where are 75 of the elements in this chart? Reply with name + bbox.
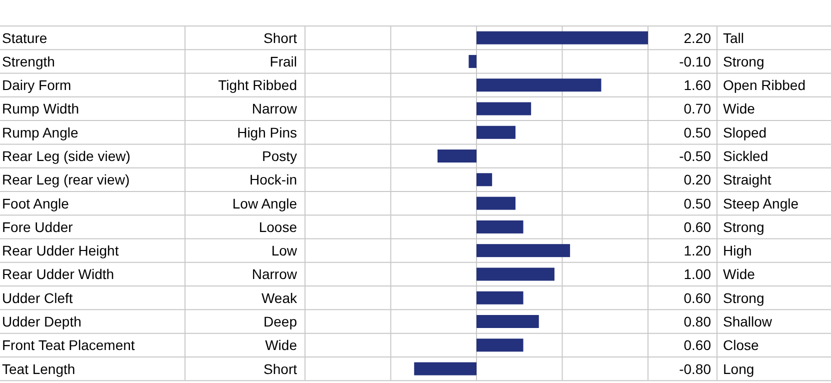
text: Loose <box>258 218 298 235</box>
bar <box>476 126 516 139</box>
y-tick-label: Foot Angle <box>2 195 70 212</box>
data-label: 1.20 <box>684 242 712 259</box>
data-label: 0.60 <box>684 290 712 306</box>
y-tick-label: Rear Udder Height <box>2 242 119 259</box>
text: Weak <box>261 290 298 306</box>
text: Steep Angle <box>723 195 799 212</box>
bar <box>476 315 539 328</box>
bar <box>476 291 524 304</box>
text: Close <box>723 337 760 354</box>
text: Narrow <box>252 100 298 117</box>
y-tick-label: Stature <box>2 30 48 46</box>
data-label: 0.50 <box>684 124 712 140</box>
text: High <box>723 242 752 259</box>
y-tick-label: Rear Leg (rear view) <box>2 172 130 188</box>
text: Frail <box>270 53 297 70</box>
bar <box>438 150 476 163</box>
y-tick-label: Strength <box>2 53 55 70</box>
y-tick-label: Teat Length <box>2 360 76 377</box>
text: Wide <box>723 100 756 117</box>
bar <box>476 268 554 281</box>
text: Deep <box>264 314 298 330</box>
y-tick-label: Rear Leg (side view) <box>2 148 130 164</box>
text: High Pins <box>237 124 297 140</box>
y-tick-label: Rump Width <box>2 100 80 117</box>
bar <box>476 220 524 234</box>
y-tick-label: Udder Cleft <box>2 290 73 306</box>
y-tick-label: Front Teat Placement <box>2 337 135 354</box>
text: Shallow <box>723 314 773 330</box>
y-tick-label: Udder Depth <box>2 314 82 330</box>
text: Sloped <box>723 124 767 140</box>
data-label: 1.00 <box>684 266 712 282</box>
y-tick-label: Fore Udder <box>2 218 74 235</box>
bar <box>476 173 492 186</box>
data-label: 0.60 <box>684 218 712 235</box>
data-label: -0.10 <box>679 53 712 70</box>
data-label: 0.50 <box>684 195 712 212</box>
text: Sickled <box>723 148 768 164</box>
text: Narrow <box>252 266 298 282</box>
text: Strong <box>723 218 764 235</box>
text: Open Ribbed <box>723 77 806 94</box>
text: Wide <box>265 337 298 354</box>
y-tick-label: Rear Udder Width <box>2 266 114 282</box>
data-label: 0.80 <box>684 314 712 330</box>
data-label: 0.60 <box>684 337 712 354</box>
text: Posty <box>262 148 297 164</box>
text: Strong <box>723 53 764 70</box>
y-tick-label: Dairy Form <box>2 77 72 94</box>
text: Long <box>723 360 754 377</box>
data-label: 0.70 <box>684 100 712 117</box>
bar <box>476 244 570 258</box>
data-label: -0.80 <box>679 360 712 377</box>
bar <box>476 31 648 44</box>
bar <box>476 338 524 352</box>
bar <box>476 102 532 116</box>
text: Hock-in <box>250 172 297 188</box>
text: Low <box>271 242 298 259</box>
text: Tight Ribbed <box>218 77 297 94</box>
bar <box>468 54 476 68</box>
text: Tall <box>723 30 744 46</box>
data-label: 1.60 <box>684 77 712 94</box>
y-tick-label: Rump Angle <box>2 124 78 140</box>
bar <box>414 362 476 376</box>
data-label: -0.50 <box>679 148 712 164</box>
bar <box>476 196 516 210</box>
text: Low Angle <box>232 195 298 212</box>
data-label: 0.20 <box>684 172 712 188</box>
text: Wide <box>723 266 756 282</box>
text: Straight <box>723 172 772 188</box>
bar <box>476 78 602 92</box>
data-label: 2.20 <box>684 30 712 46</box>
text: Short <box>264 360 298 377</box>
text: Strong <box>723 290 764 306</box>
text: Short <box>264 30 298 46</box>
